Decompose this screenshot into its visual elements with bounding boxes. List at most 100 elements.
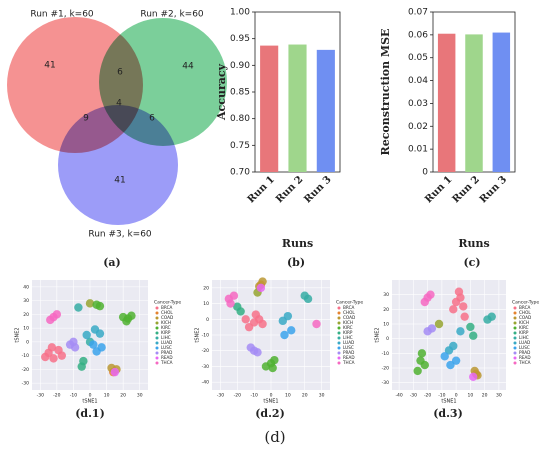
y-tick-label: 0.95: [230, 34, 250, 44]
legend-label: READ: [519, 355, 531, 360]
point: [253, 348, 262, 357]
legend-label: LIHC: [519, 335, 529, 340]
region-count: 6: [117, 68, 123, 78]
set-label: Run #3, k=60: [88, 230, 152, 240]
y-axis-label: tSNE2: [15, 327, 21, 342]
y-tick-label: 30: [23, 298, 29, 304]
legend-title: Cancer-Type: [336, 300, 363, 306]
legend-swatch: [513, 361, 517, 365]
x-tick-label: Run 2: [274, 174, 305, 205]
set-label: Run #1, k=60: [30, 10, 94, 20]
panel-caption: (a): [103, 256, 121, 269]
point: [69, 337, 78, 347]
point: [57, 351, 67, 360]
y-tick-label: 0.01: [408, 145, 428, 155]
point: [226, 299, 235, 308]
point: [258, 277, 267, 286]
x-tick-label: Run 2: [451, 174, 482, 205]
legend-swatch: [155, 351, 159, 355]
legend-swatch: [513, 316, 517, 320]
y-tick-label: -30: [382, 380, 389, 386]
region-count: 6: [149, 114, 155, 124]
y-tick-label: 0.85: [230, 88, 250, 98]
x-tick-label: 0: [455, 393, 458, 399]
legend-label: THCA: [518, 360, 531, 365]
y-tick-label: -20: [382, 366, 389, 372]
legend-swatch: [513, 306, 517, 310]
legend-swatch: [513, 336, 517, 340]
legend-swatch: [513, 321, 517, 325]
plot-area: [392, 280, 506, 390]
legend-swatch: [155, 326, 159, 330]
point: [459, 302, 468, 311]
y-tick-label: -30: [202, 364, 209, 370]
legend-label: THCA: [342, 360, 355, 365]
y-axis-label: Reconstruction MSE: [379, 29, 392, 156]
y-tick-label: 20: [23, 312, 29, 318]
legend-label: KICH: [161, 320, 171, 325]
y-axis-label: tSNE2: [195, 327, 201, 342]
legend-label: PRAD: [161, 350, 172, 355]
legend-swatch: [155, 341, 159, 345]
set-label: Run #2, k=60: [140, 10, 204, 20]
point: [233, 302, 242, 311]
region-count: 41: [44, 61, 55, 71]
panel-caption: (b): [287, 256, 305, 269]
legend-label: BRCA: [343, 305, 354, 310]
legend-label: KIRP: [343, 330, 353, 335]
x-tick-label: 30: [496, 393, 502, 399]
x-tick-label: -20: [234, 393, 241, 399]
y-tick-label: 10: [383, 322, 389, 328]
legend-swatch: [513, 331, 517, 335]
legend-label: KIRP: [161, 330, 171, 335]
y-tick-label: -10: [22, 353, 29, 359]
y-tick-label: 0.75: [230, 141, 250, 151]
x-tick-label: -30: [217, 393, 224, 399]
legend-label: CHOL: [343, 310, 355, 315]
x-tick-label: 20: [482, 393, 488, 399]
x-tick-label: 30: [319, 393, 325, 399]
point: [312, 319, 321, 329]
point: [110, 367, 120, 377]
x-tick-label: -40: [395, 393, 402, 399]
point: [413, 366, 422, 376]
venn-set: [58, 105, 178, 225]
legend-swatch: [337, 336, 341, 340]
y-tick-label: -10: [202, 333, 209, 339]
point: [303, 294, 313, 304]
y-tick-label: 0.90: [230, 61, 250, 71]
legend-label: KIRC: [343, 325, 353, 330]
y-tick-label: 40: [23, 284, 29, 290]
legend-swatch: [155, 306, 159, 310]
point: [41, 352, 50, 362]
legend-label: COAD: [161, 315, 173, 320]
legend-swatch: [337, 311, 341, 315]
legend-label: LUAD: [161, 340, 172, 345]
x-tick-label: 0: [89, 393, 92, 399]
x-axis-label: Runs: [282, 237, 313, 250]
y-tick-label: 10: [203, 301, 209, 307]
point: [456, 327, 465, 336]
legend-label: READ: [161, 355, 173, 360]
bar: [316, 49, 335, 172]
y-tick-label: 10: [23, 326, 29, 332]
x-axis-label: tSNE1: [82, 399, 97, 405]
panel-caption: (d.1): [75, 407, 105, 420]
legend-label: KIRC: [161, 325, 171, 330]
point: [49, 354, 58, 363]
point: [466, 322, 475, 332]
legend-label: LUSC: [519, 345, 530, 350]
y-axis-label: tSNE2: [375, 327, 381, 342]
legend-swatch: [513, 341, 517, 345]
y-tick-label: 30: [383, 292, 389, 298]
legend-swatch: [337, 346, 341, 350]
x-tick-label: Run 3: [478, 174, 509, 205]
point: [74, 303, 83, 312]
y-tick-label: 0.70: [230, 168, 250, 178]
point: [52, 310, 62, 319]
point: [427, 324, 437, 333]
point: [446, 360, 455, 370]
y-tick-label: 0: [26, 339, 29, 345]
y-tick-label: 0.06: [408, 30, 428, 40]
